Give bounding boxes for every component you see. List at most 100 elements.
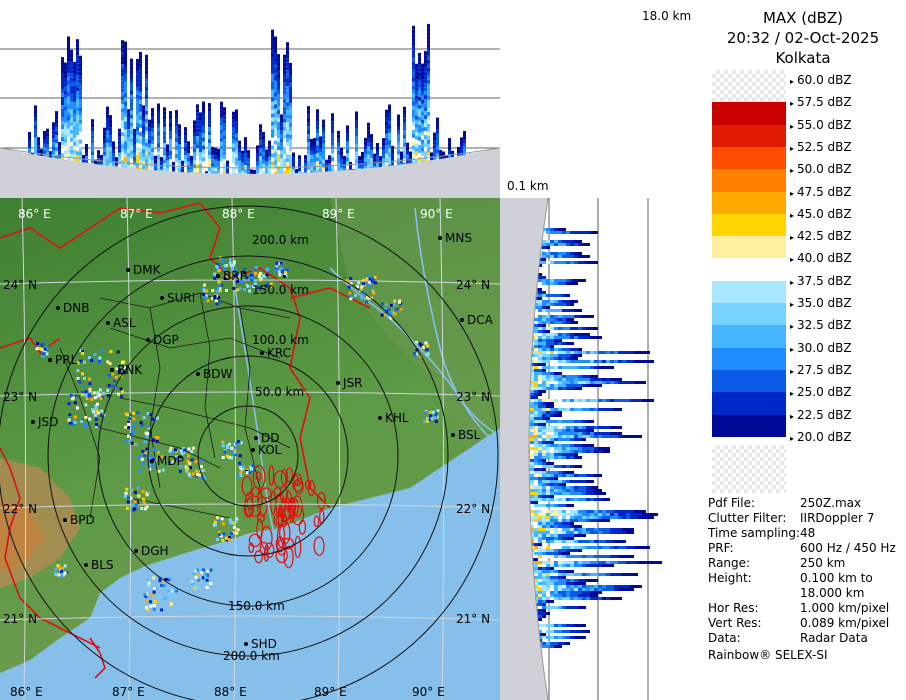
echo-cell xyxy=(574,456,578,459)
echo-cell xyxy=(436,141,439,146)
echo-cell xyxy=(542,255,546,258)
echo-cell xyxy=(550,378,554,381)
echo-cell xyxy=(530,504,534,507)
echo-cell xyxy=(109,139,112,144)
echo-cell xyxy=(238,148,241,153)
echo-cell xyxy=(534,405,538,408)
clutter-blob xyxy=(317,492,326,510)
echo-cell xyxy=(542,411,546,414)
echo-cell xyxy=(574,375,578,378)
echo-cell xyxy=(52,126,55,131)
echo-cell xyxy=(376,163,379,167)
echo-pixel xyxy=(206,569,210,573)
echo-cell xyxy=(534,477,538,480)
echo-cell xyxy=(586,450,590,453)
echo-pixel xyxy=(67,418,71,422)
echo-cell xyxy=(382,142,385,147)
echo-cell xyxy=(542,402,546,405)
echo-cell xyxy=(145,98,148,103)
echo-cell xyxy=(136,122,139,127)
echo-pixel xyxy=(280,269,283,273)
echo-cell xyxy=(427,63,430,68)
echo-cell xyxy=(418,60,421,65)
echo-cell xyxy=(546,240,550,243)
echo-cell xyxy=(61,73,64,77)
echo-cell xyxy=(550,231,554,234)
echo-cell xyxy=(598,498,602,501)
echo-cell xyxy=(133,132,136,137)
echo-cell xyxy=(175,110,178,115)
echo-cell xyxy=(594,261,598,264)
echo-cell xyxy=(388,116,391,121)
echo-cell xyxy=(546,417,550,420)
echo-cell xyxy=(343,164,346,168)
echo-cell xyxy=(606,450,610,453)
echo-cell xyxy=(103,143,106,148)
echo-cell xyxy=(76,159,79,164)
echo-cell xyxy=(43,143,46,147)
echo-cell xyxy=(562,354,566,357)
river xyxy=(414,207,491,439)
echo-cell xyxy=(558,303,562,306)
echo-cell xyxy=(578,489,582,492)
echo-cell xyxy=(289,138,292,143)
echo-cell xyxy=(602,450,606,453)
echo-pixel xyxy=(132,411,135,415)
echo-cell xyxy=(538,273,542,276)
echo-cell xyxy=(145,70,148,75)
echo-cell xyxy=(594,510,598,513)
echo-cell xyxy=(124,117,127,122)
echo-cell xyxy=(594,408,598,411)
echo-cell xyxy=(570,315,574,318)
echo-cell xyxy=(268,160,271,165)
echo-cell xyxy=(538,381,542,384)
echo-cell xyxy=(606,432,610,435)
echo-cell xyxy=(274,92,277,97)
echo-cell xyxy=(412,109,415,114)
echo-pixel xyxy=(157,594,161,598)
echo-cell xyxy=(542,495,546,498)
echo-cell xyxy=(142,165,145,170)
echo-cell xyxy=(169,163,172,168)
echo-cell xyxy=(542,444,546,447)
echo-cell xyxy=(136,74,139,79)
echo-cell xyxy=(271,73,274,78)
clutter-blob xyxy=(256,518,264,540)
echo-cell xyxy=(542,354,546,357)
echo-cell xyxy=(415,123,418,128)
echo-cell xyxy=(70,149,73,154)
echo-cell xyxy=(46,132,49,137)
echo-cell xyxy=(542,414,546,417)
station-dot xyxy=(63,518,67,522)
echo-cell xyxy=(79,123,82,128)
echo-cell xyxy=(594,375,598,378)
echo-cell xyxy=(67,152,70,157)
station-label: DMK xyxy=(133,263,162,277)
echo-cell xyxy=(256,165,259,170)
echo-cell xyxy=(67,128,70,133)
echo-cell xyxy=(271,133,274,138)
echo-cell xyxy=(139,111,142,116)
echo-pixel xyxy=(63,564,67,568)
station-label: DGP xyxy=(153,333,179,347)
echo-cell xyxy=(530,459,534,462)
echo-pixel xyxy=(215,264,219,268)
latitude-label: 22° N xyxy=(456,502,490,516)
echo-pixel xyxy=(99,397,103,401)
echo-cell xyxy=(124,101,127,106)
echo-cell xyxy=(558,381,562,384)
echo-cell xyxy=(139,159,142,164)
echo-cell xyxy=(223,115,226,120)
echo-cell xyxy=(427,23,430,28)
echo-cell xyxy=(634,513,638,516)
echo-cell xyxy=(590,513,594,516)
echo-cell xyxy=(610,426,614,429)
echo-cell xyxy=(139,67,142,72)
echo-cell xyxy=(271,161,274,166)
echo-cell xyxy=(554,240,558,243)
echo-pixel xyxy=(214,523,217,527)
echo-pixel xyxy=(425,417,429,420)
echo-cell xyxy=(76,91,79,96)
echo-cell xyxy=(542,291,546,294)
echo-cell xyxy=(340,151,343,156)
